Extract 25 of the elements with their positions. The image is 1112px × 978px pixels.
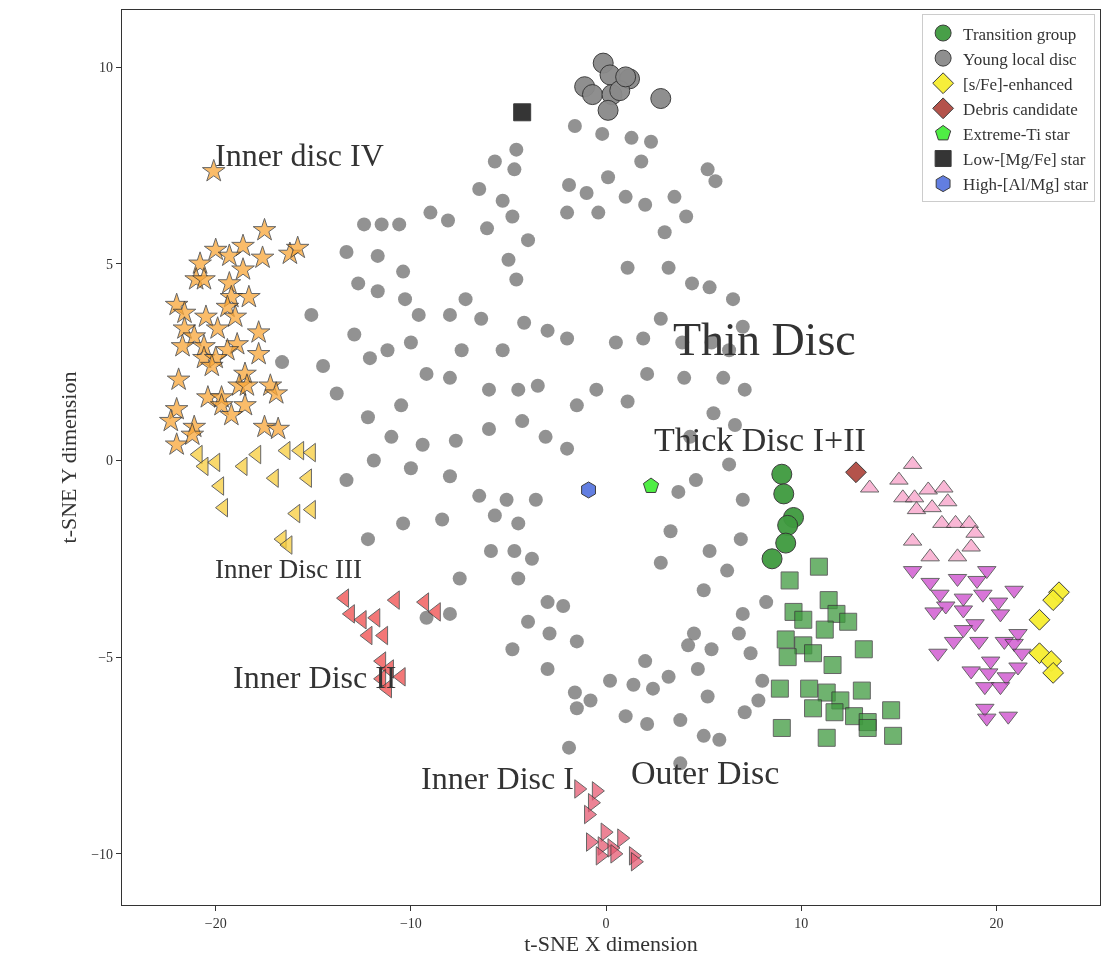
legend-label: Low-[Mg/Fe] star [963, 150, 1086, 170]
legend-label: High-[Al/Mg] star [963, 175, 1089, 195]
legend-label: Transition group [963, 24, 1077, 44]
y-tick-label: 10 [99, 59, 114, 75]
x-tick-label: −20 [204, 915, 227, 931]
legend-label: Extreme-Ti star [963, 125, 1070, 145]
x-tick-label: 0 [602, 915, 610, 931]
y-axis-title: t-SNE Y dimension [55, 371, 81, 544]
x-tick-label: −10 [399, 915, 422, 931]
annotation: Thick Disc I+II [654, 421, 866, 458]
y-tick-label: 0 [106, 453, 114, 469]
x-axis-title: t-SNE X dimension [524, 930, 698, 956]
x-tick-label: 20 [989, 915, 1004, 931]
annotation: Outer Disc [631, 754, 780, 791]
legend-label: Debris candidate [963, 99, 1078, 119]
legend-label: Young local disc [963, 49, 1078, 69]
annotation: Thin Disc [673, 314, 856, 365]
y-tick-label: −5 [98, 650, 114, 666]
x-tick-label: 10 [794, 915, 809, 931]
annotation: Inner Disc III [215, 554, 362, 584]
y-tick-label: 5 [106, 256, 114, 272]
y-tick-label: −10 [91, 846, 114, 862]
annotation: Inner disc IV [215, 137, 384, 173]
annotation: Inner Disc I [421, 760, 574, 796]
legend-label: [s/Fe]-enhanced [963, 74, 1074, 94]
